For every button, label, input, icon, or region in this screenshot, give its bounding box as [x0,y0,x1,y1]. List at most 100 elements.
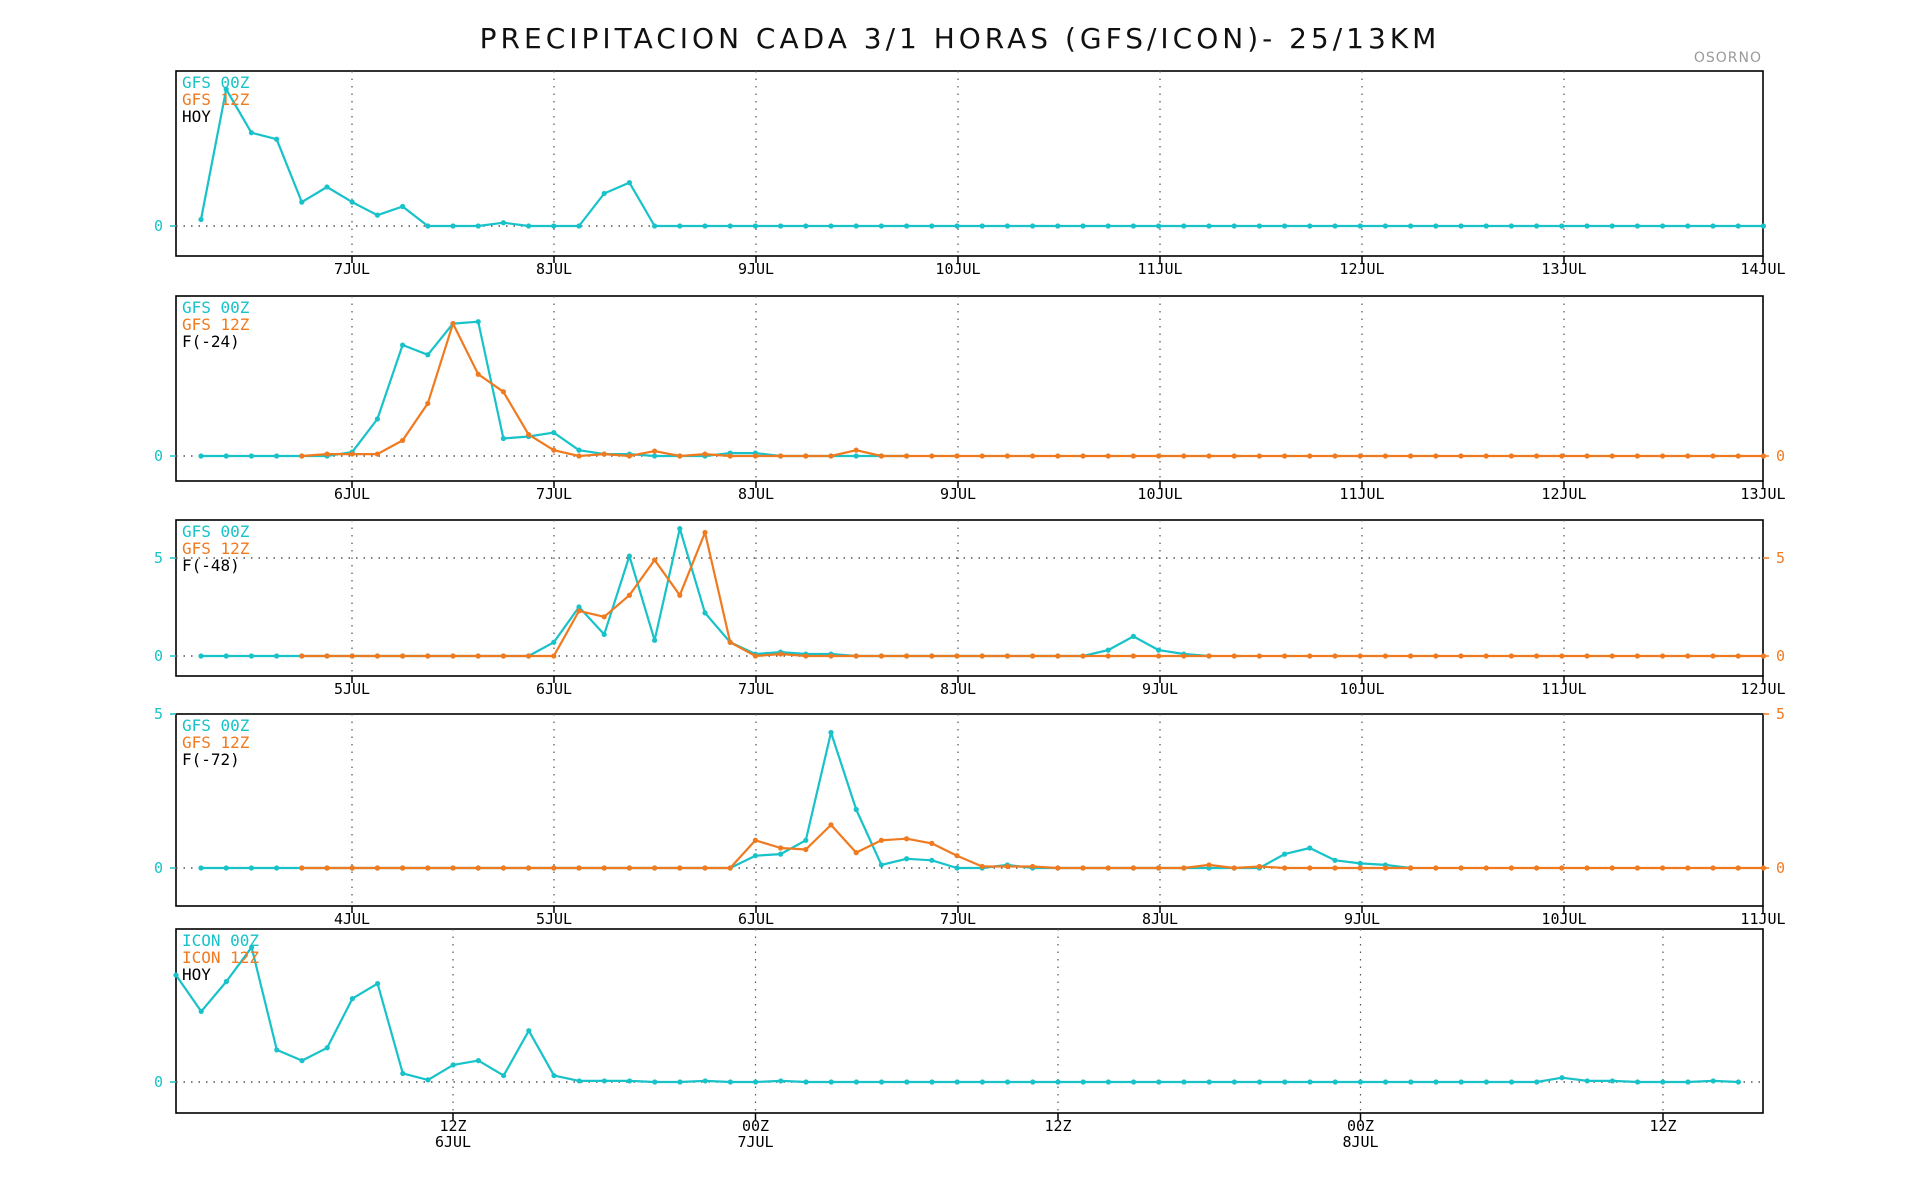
data-point [652,637,658,643]
data-point [349,996,355,1002]
data-point [324,451,330,457]
data-point [1660,653,1666,659]
data-point [828,729,834,736]
data-point [198,453,204,459]
data-point [1408,865,1414,871]
data-point [274,136,280,142]
data-point [979,863,985,870]
x-tick-label: 11JUL [1339,485,1384,503]
x-tick-label: 6JUL [738,910,774,928]
x-tick-label: 10JUL [935,260,980,278]
data-point [828,453,834,459]
data-point [576,608,582,614]
legend-entry: HOY [182,107,211,126]
x-tick-date-label: 7JUL [737,1133,773,1151]
data-point [223,453,229,459]
data-point [1710,1078,1716,1084]
data-point [1483,1079,1489,1085]
data-point [626,553,633,559]
data-point [1760,223,1766,229]
data-point [1332,857,1338,863]
data-point [904,836,910,842]
data-point [475,865,481,871]
y-tick-label-left: 0 [154,217,163,235]
data-point [1080,223,1086,229]
data-point [1030,653,1036,659]
x-tick-label: 6JUL [536,680,572,698]
data-point [1130,653,1136,659]
data-point [1030,1079,1036,1085]
data-point [752,853,759,859]
data-point [954,653,960,659]
data-point [450,1062,456,1068]
data-point [1105,653,1111,659]
data-point [702,610,708,616]
data-point [1458,453,1464,459]
data-point [198,865,204,871]
legend-entry: GFS 00Z [182,522,250,541]
data-point [878,453,885,459]
data-point [1181,653,1187,659]
data-point [1433,653,1439,659]
data-point [223,978,229,985]
data-point [1181,223,1187,229]
data-point [853,850,859,856]
data-point [374,212,380,218]
data-point [1660,453,1666,459]
data-point [1458,223,1464,229]
data-point [1634,223,1640,229]
chart-title: PRECIPITACION CADA 3/1 HORAS (GFS/ICON)-… [479,22,1441,55]
x-tick-label: 8JUL [1142,910,1178,928]
data-point [425,223,431,229]
data-point [1382,865,1388,871]
data-point [299,1058,305,1064]
data-point [1559,453,1565,459]
data-point [702,865,708,871]
data-point [576,1078,582,1084]
data-point [1660,223,1666,229]
data-point [349,451,355,457]
data-point [450,223,456,229]
data-point [677,1079,683,1085]
data-point [1282,653,1288,659]
data-point [1080,653,1086,659]
data-point [1559,1075,1565,1081]
data-point [500,220,506,226]
data-point [929,653,935,659]
x-tick-label: 00Z [1347,1117,1374,1135]
data-point [1030,223,1036,229]
legend-entry: ICON 00Z [182,931,259,950]
data-point [1534,653,1540,659]
panel-frame [175,928,1764,1114]
legend-entry: GFS 12Z [182,733,250,752]
data-point [929,857,935,863]
data-point [1231,453,1237,459]
data-point [475,653,481,659]
data-point [1433,865,1439,871]
data-point [1609,653,1615,659]
data-point [1760,453,1766,459]
data-point [778,651,784,657]
data-point [1483,453,1489,459]
data-point [929,1079,935,1085]
data-point [526,223,532,229]
x-tick-label: 14JUL [1740,260,1785,278]
data-point [727,453,733,459]
x-tick-label: 11JUL [1740,910,1785,928]
legend-entry: GFS 12Z [182,90,250,109]
data-point [1206,653,1212,659]
data-point [1357,653,1363,659]
x-tick-label: 7JUL [536,485,572,503]
data-point [1282,1079,1288,1085]
data-point [500,435,506,442]
data-point [1256,223,1262,229]
data-point [1383,1079,1389,1085]
data-point [551,653,557,659]
data-point [803,223,809,229]
data-point [853,447,859,453]
data-point [1156,223,1162,229]
data-point [299,653,305,659]
data-point [173,972,179,978]
y-tick-label-right: 5 [1776,705,1785,723]
